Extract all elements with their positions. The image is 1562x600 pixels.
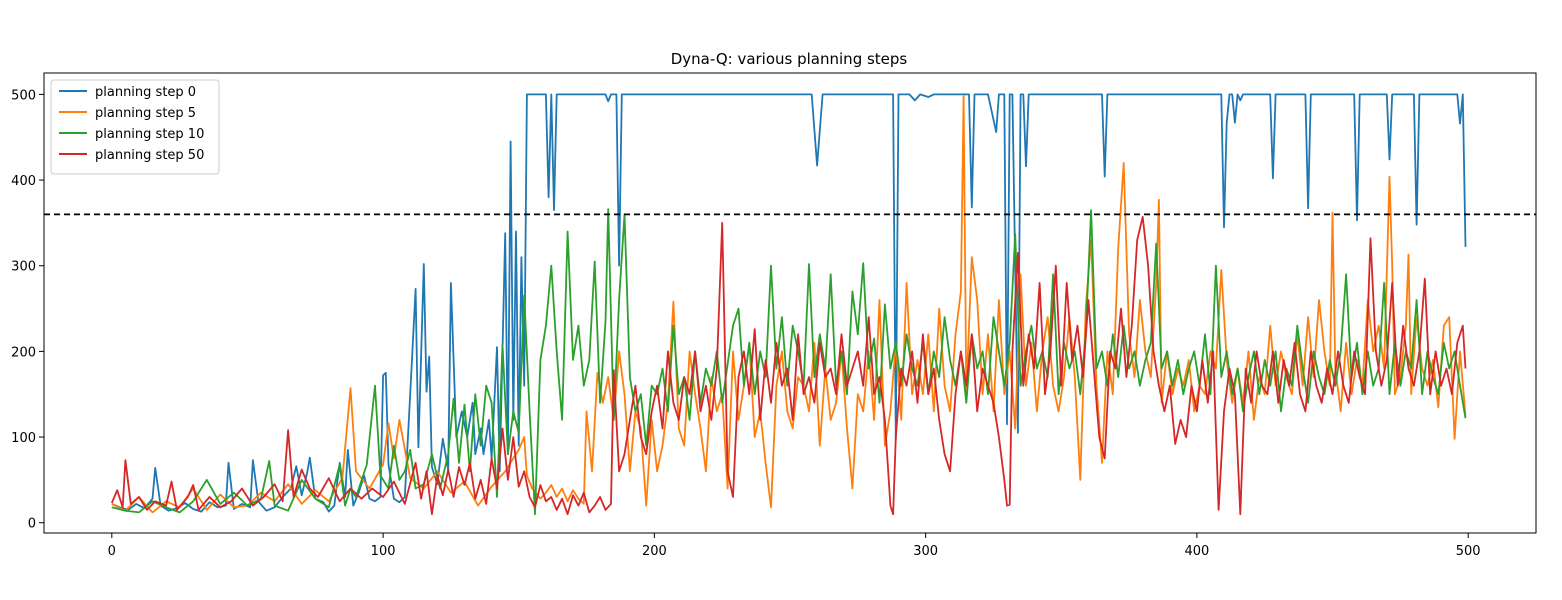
series-line-2 [111, 208, 1467, 516]
plot-frame [43, 72, 1537, 534]
legend-label: planning step 5 [95, 106, 196, 121]
x-tick-label: 100 [371, 544, 396, 559]
x-tick-label: 400 [1184, 544, 1209, 559]
x-tick-label: 300 [913, 544, 938, 559]
y-tick-label: 500 [11, 88, 36, 103]
x-tick-label: 200 [642, 544, 667, 559]
y-tick-label: 400 [11, 174, 36, 189]
y-axis: 0 100 200 300 400 500 [11, 88, 44, 532]
series-line-3 [110, 216, 1467, 516]
x-tick-label: 500 [1456, 544, 1481, 559]
chart-title: Dyna-Q: various planning steps [671, 50, 908, 68]
y-tick-label: 200 [11, 345, 36, 360]
legend-label: planning step 50 [95, 148, 204, 163]
legend-label: planning step 10 [95, 127, 204, 142]
legend-box [50, 79, 220, 175]
legend: planning step 0 planning step 5 planning s… [50, 79, 220, 175]
x-tick-label: 0 [108, 544, 116, 559]
legend-label: planning step 0 [95, 85, 196, 100]
x-axis: 0 100 200 300 400 500 [108, 533, 1481, 559]
y-tick-label: 100 [11, 431, 36, 446]
series-line-0 [111, 93, 1467, 513]
plot-series-group [110, 93, 1467, 516]
y-tick-label: 300 [11, 260, 36, 275]
y-tick-label: 0 [28, 517, 36, 532]
